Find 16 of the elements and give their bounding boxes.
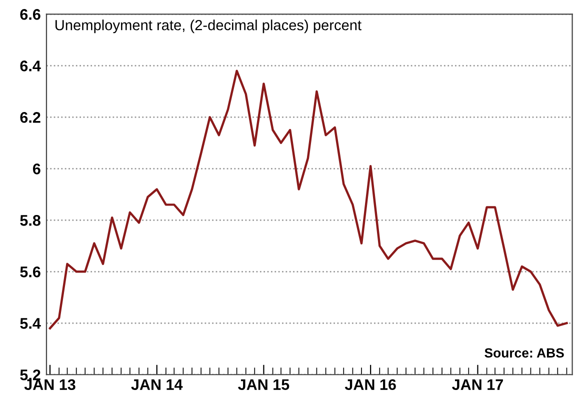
y-tick-label: 6.6 [20,9,40,20]
annotation: Unemployment rate, (2-decimal places) percent [55,20,362,34]
line-series [48,70,568,330]
x-tick-label: JAN 16 [344,379,396,390]
y-tick-label: 6 [32,164,40,174]
y-tick-label: 6.4 [20,60,41,72]
y-tick-label: 6.2 [20,112,40,123]
x-tick-label: JAN 14 [131,379,183,390]
x-tick-label: JAN 13 [24,379,76,390]
x-tick-label: JAN 15 [238,379,290,390]
x-tick-label: JAN 17 [452,379,503,390]
y-tick-label: 5.4 [20,318,41,329]
y-tick-label: 5.8 [20,215,40,226]
y-tick-label: 5.6 [20,266,40,278]
annotation: Source: ABS [484,348,564,358]
y-tick-label: 5.2 [20,369,40,380]
